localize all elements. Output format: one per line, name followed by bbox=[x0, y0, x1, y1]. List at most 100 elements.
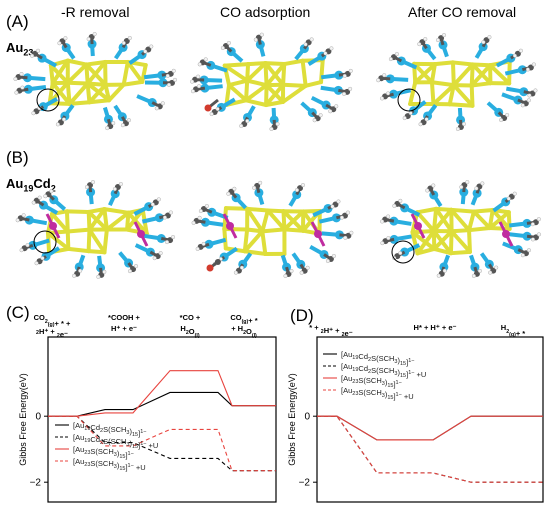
hydrogen-atom bbox=[14, 90, 19, 95]
hydrogen-atom bbox=[158, 251, 163, 256]
hydrogen-atom bbox=[165, 240, 170, 245]
highlight-circle bbox=[391, 240, 415, 264]
gold-bond bbox=[471, 209, 492, 231]
cadmium-bond bbox=[498, 221, 514, 247]
hydrogen-atom bbox=[398, 251, 403, 256]
hydrogen-atom bbox=[15, 218, 20, 223]
hydrogen-atom bbox=[20, 85, 25, 90]
hydrogen-atom bbox=[283, 273, 288, 278]
cluster-label-au19cd2-sub2: 2 bbox=[50, 183, 56, 194]
oxygen-atom bbox=[204, 104, 212, 112]
hydrogen-atom bbox=[128, 269, 133, 274]
hydrogen-atom bbox=[215, 107, 220, 112]
gold-bond bbox=[413, 62, 437, 85]
cluster-label-au23-main: Au bbox=[6, 40, 24, 55]
cluster-structure bbox=[190, 32, 353, 131]
hydrogen-atom bbox=[160, 101, 165, 106]
sulfur-atom bbox=[334, 70, 344, 80]
hydrogen-atom bbox=[121, 41, 126, 46]
y-tick-label: −2 bbox=[30, 478, 42, 489]
series-line bbox=[48, 391, 276, 417]
hydrogen-atom bbox=[258, 180, 263, 185]
hydrogen-atom bbox=[336, 199, 341, 204]
gold-bond bbox=[469, 62, 475, 88]
hydrogen-atom bbox=[127, 36, 132, 41]
hydrogen-atom bbox=[459, 185, 464, 190]
hydrogen-atom bbox=[96, 274, 101, 279]
sulfur-atom bbox=[24, 215, 34, 225]
gold-bond bbox=[467, 209, 476, 233]
gold-bond bbox=[281, 82, 308, 88]
gold-bond bbox=[224, 83, 232, 107]
gold-bond bbox=[245, 206, 270, 213]
gold-bond bbox=[429, 62, 437, 85]
hydrogen-atom bbox=[21, 213, 26, 218]
gold-bond bbox=[50, 81, 72, 106]
hydrogen-atom bbox=[156, 197, 161, 202]
hydrogen-atom bbox=[348, 68, 353, 73]
hydrogen-atom bbox=[530, 222, 535, 227]
gold-bond bbox=[64, 209, 91, 214]
hydrogen-atom bbox=[86, 37, 91, 42]
hydrogen-atom bbox=[252, 185, 257, 190]
hydrogen-atom bbox=[339, 215, 344, 220]
hydrogen-atom bbox=[526, 248, 531, 253]
step-label: H2(g)+ * bbox=[501, 323, 526, 338]
series-line bbox=[317, 415, 543, 483]
hydrogen-atom bbox=[253, 37, 258, 42]
plot-frame bbox=[316, 336, 544, 503]
hydrogen-atom bbox=[512, 191, 517, 196]
gold-bond bbox=[264, 62, 287, 88]
gold-bond bbox=[260, 229, 268, 256]
plot-frame bbox=[47, 336, 277, 503]
hydrogen-atom bbox=[78, 268, 83, 273]
cadmium-bond bbox=[310, 221, 326, 247]
gold-bond bbox=[319, 58, 325, 85]
cluster-structure bbox=[380, 180, 541, 278]
hydrogen-atom bbox=[520, 103, 525, 108]
hydrogen-atom bbox=[55, 122, 60, 127]
hydrogen-atom bbox=[334, 104, 339, 109]
gold-bond bbox=[87, 98, 112, 105]
gold-bond bbox=[87, 227, 107, 255]
panel-letter-d: (D) bbox=[290, 306, 314, 325]
hydrogen-atom bbox=[423, 37, 428, 42]
gold-bond bbox=[66, 246, 91, 254]
hydrogen-atom bbox=[37, 195, 42, 200]
hydrogen-atom bbox=[149, 44, 154, 49]
gold-bond bbox=[471, 207, 495, 214]
gold-bond bbox=[222, 62, 251, 68]
step-label: * + 2H⁺ + 2e⁻ bbox=[309, 323, 352, 338]
hydrogen-atom bbox=[512, 53, 517, 58]
hydrogen-atom bbox=[536, 232, 541, 237]
hydrogen-atom bbox=[477, 268, 482, 273]
gold-bond bbox=[467, 228, 472, 254]
hydrogen-atom bbox=[380, 241, 385, 246]
hydrogen-atom bbox=[289, 268, 294, 273]
hydrogen-atom bbox=[171, 235, 176, 240]
gold-bond bbox=[431, 83, 456, 107]
cluster-structure bbox=[191, 180, 354, 278]
hydrogen-atom bbox=[530, 237, 535, 242]
gold-bond bbox=[87, 82, 108, 105]
series-3 bbox=[317, 415, 543, 483]
gold-bond bbox=[121, 79, 145, 87]
cluster-label-au23-sub: 23 bbox=[23, 47, 34, 58]
gold-bond bbox=[65, 227, 92, 234]
cluster-structure bbox=[15, 180, 176, 279]
series-3 bbox=[48, 415, 276, 472]
hydrogen-atom bbox=[303, 42, 308, 47]
gold-bond bbox=[281, 209, 287, 232]
hydrogen-atom bbox=[380, 96, 385, 101]
hydrogen-atom bbox=[40, 256, 45, 261]
hydrogen-atom bbox=[487, 35, 492, 40]
gold-bond bbox=[487, 207, 495, 231]
gold-bond bbox=[451, 62, 475, 88]
hydrogen-atom bbox=[31, 200, 36, 205]
column-header-after-co-removal: After CO removal bbox=[408, 4, 517, 20]
gold-bond bbox=[245, 61, 268, 83]
hydrogen-atom bbox=[172, 77, 177, 82]
hydrogen-atom bbox=[329, 46, 334, 51]
gold-bond bbox=[65, 62, 89, 85]
molecular-structures-image bbox=[13, 32, 541, 279]
